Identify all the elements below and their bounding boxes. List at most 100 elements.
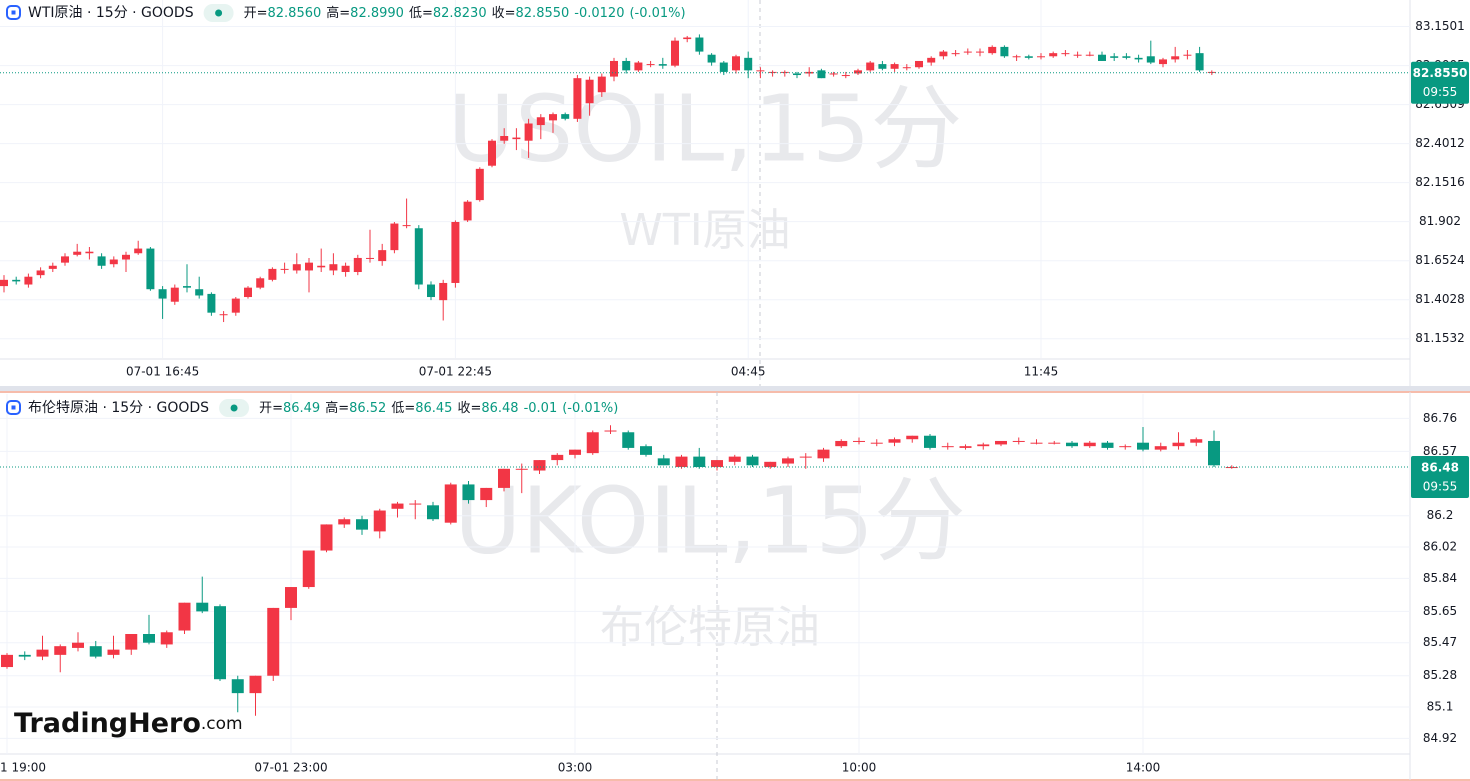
y-tick-label: 81.4028 [1415,292,1465,306]
candle-body [640,446,652,455]
candle-body [817,449,830,459]
candle-body [657,458,670,466]
candle-body [988,46,997,54]
candle-body [1083,442,1096,447]
candle-body [256,278,265,288]
candle-body [1225,467,1238,469]
candle-body [439,282,448,301]
candle-body [924,435,936,448]
candle-body [622,60,631,71]
y-tick-label: 85.1 [1427,700,1454,714]
candle-body [85,251,94,254]
candle-body [1073,54,1082,56]
candle-body [414,228,423,285]
candle-body [1146,56,1155,63]
watermark: USOIL,15分 [448,75,963,182]
ohlc-label: 高= [326,5,350,21]
candle-body [782,458,794,464]
ohlc-label: 开= [244,6,268,21]
candle-body [536,117,545,126]
candle-body [500,136,509,141]
ohlc-label: 高= [325,400,349,416]
candle-body [1195,53,1204,71]
candle-body [36,649,49,657]
last-time-label: 09:55 [1423,85,1458,99]
candle-body [1012,56,1021,58]
candle-body [475,168,484,201]
candle-body [927,57,936,63]
candle-body [1171,56,1180,60]
x-tick-label: 10:00 [842,761,877,775]
y-tick-label: 81.902 [1419,214,1461,228]
y-tick-label: 84.92 [1423,731,1457,745]
candle-body [54,646,67,655]
candle-body [878,64,887,69]
candle-body [604,430,617,432]
candle-body [793,73,801,76]
candle-body [551,454,564,461]
candle-body [1207,71,1216,73]
logo-domain: .com [201,714,243,734]
ohlc-value: 86.48 [481,401,518,416]
candle-body [963,51,972,53]
candle-body [941,446,954,448]
candle-body [280,268,289,270]
candle-body [170,287,179,302]
candle-body [125,634,138,650]
candle-body [549,114,557,121]
candle-body [1154,446,1167,450]
candle-body [214,606,226,680]
x-tick-label: 07-01 22:45 [419,365,492,379]
y-tick-label: 86.2 [1427,508,1454,522]
candle-body [890,64,899,69]
candle-body [196,602,209,612]
candle-body [1098,54,1106,61]
candle-body [219,314,228,316]
candle-body [512,137,521,140]
x-tick-label: 14:00 [1126,761,1161,775]
candle-body [1037,56,1045,58]
ohlc-label: 开= [259,401,283,416]
candle-body [1024,56,1033,58]
candle-body [1085,54,1094,56]
candle-body [1048,442,1061,444]
candle-body [622,432,635,448]
ohlc-change-pct: (-0.01%) [629,6,685,21]
ohlc-value: 82.8230 [433,6,487,21]
candle-body [402,225,411,227]
y-tick-label: 83.1501 [1415,19,1465,33]
candle-body [61,256,69,263]
ohlc-label: 低= [409,6,433,21]
candle-body [353,257,362,273]
candle-body [1137,442,1149,450]
candle-body [1159,59,1167,65]
candle-body [302,550,315,588]
candle-body [390,223,399,251]
candle-body [462,484,475,501]
logo: TradingHero.com [14,708,243,739]
candle-body [841,75,850,77]
symbol-icon-dot [11,405,16,410]
candle-body [977,444,990,447]
candle-body [444,484,457,523]
candle-body [122,254,130,260]
candle-body [1030,442,1043,444]
candle-body [329,264,338,271]
candle-body [73,251,82,255]
candle-body [488,140,496,166]
ohlc-value: 86.49 [283,401,320,416]
candle-body [646,64,655,66]
candle-body [24,276,33,285]
candle-body [817,70,826,79]
candle-body [36,270,45,276]
candle-body [231,298,240,313]
x-tick-label: 11:45 [1024,365,1059,379]
candle-body [799,456,812,458]
candle-body [320,524,333,551]
candle-body [1012,440,1025,442]
x-tick-label: 07-01 16:45 [126,365,199,379]
candle-body [561,114,570,119]
